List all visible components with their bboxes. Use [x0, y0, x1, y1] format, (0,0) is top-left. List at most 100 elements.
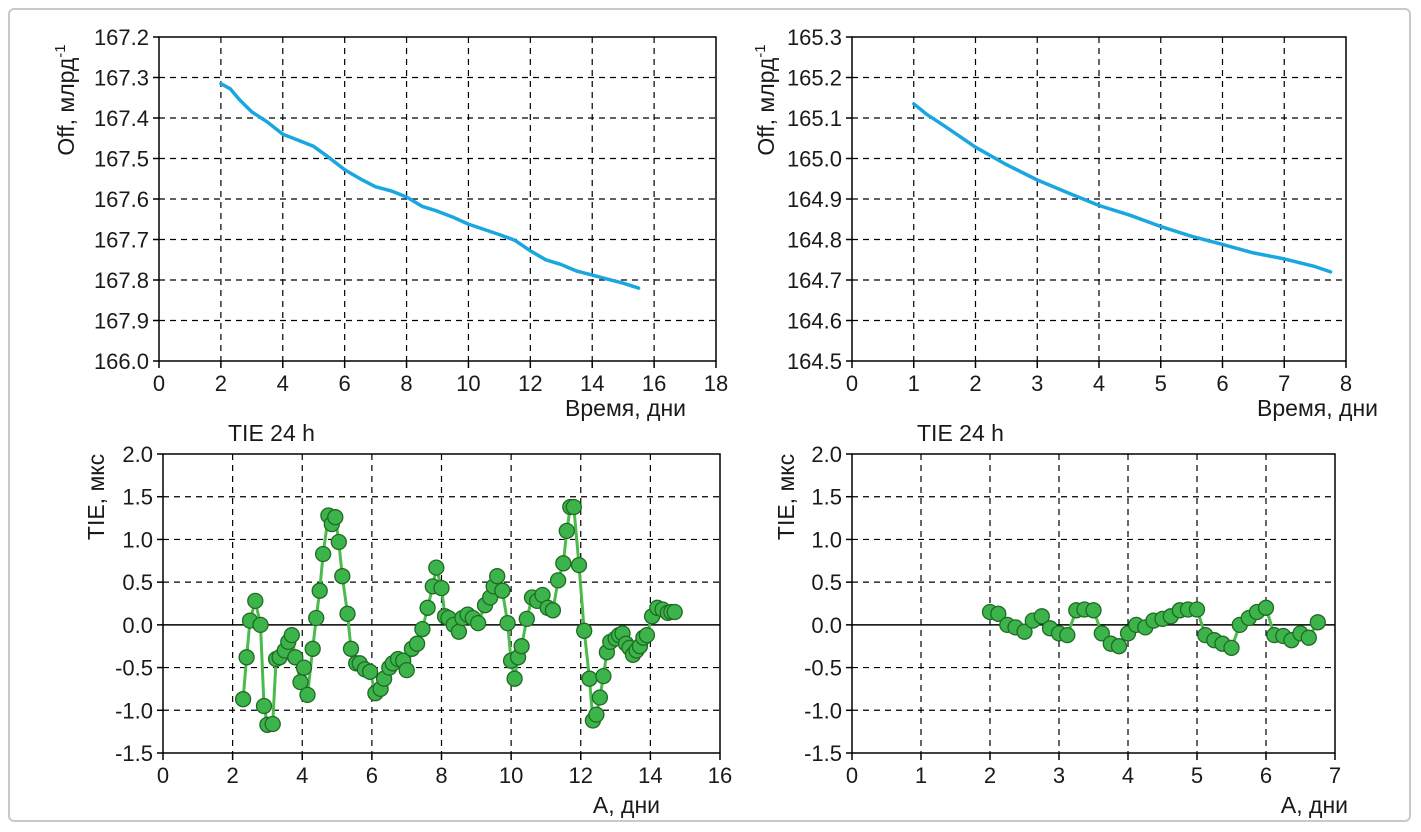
x-tick-label: 3	[1031, 371, 1043, 396]
y-tick-label: -1.0	[804, 698, 842, 723]
data-point	[247, 592, 264, 610]
data-point	[513, 638, 530, 655]
y-tick-label: 167.7	[94, 228, 149, 253]
y-tick-label: -1.0	[115, 698, 153, 723]
chart-title: TIE 24 h	[917, 420, 1004, 446]
y-tick-label: 165.3	[787, 25, 842, 50]
y-tick-label: -1.5	[115, 741, 153, 766]
y-tick-label: 167.6	[94, 187, 149, 212]
data-point	[518, 610, 535, 628]
x-tick-label: 6	[366, 763, 378, 788]
data-point	[238, 649, 255, 666]
y-tick-label: 164.9	[787, 187, 842, 212]
data-point	[1093, 625, 1110, 642]
data-point	[558, 522, 575, 540]
data-point	[499, 614, 516, 632]
y-tick-label: 167.8	[94, 268, 149, 293]
data-point	[252, 616, 269, 634]
y-tick-label: 2.0	[811, 442, 842, 467]
data-point	[1188, 601, 1206, 618]
data-point	[990, 605, 1007, 622]
data-point	[314, 545, 332, 563]
chart-tie-right: 2.0 1.5 1.0 0.5 0.0 -0.5 -1.0 -1.50 1 2 3 4 5 6 7 A, дн…	[773, 420, 1348, 818]
x-tick-label: 8	[1340, 371, 1352, 396]
x-tick-label: 14	[580, 371, 604, 396]
y-axis-title: TIE, мкс	[83, 454, 109, 540]
y-tick-label: 164.6	[787, 309, 842, 334]
y-tick-label: 164.8	[787, 228, 842, 253]
x-tick-label: 4	[296, 763, 308, 788]
x-tick-label: 0	[153, 371, 165, 396]
data-point	[234, 691, 252, 708]
data-point	[544, 602, 562, 619]
data-point	[506, 670, 523, 687]
x-tick-label: 10	[456, 371, 480, 396]
x-tick-label: 6	[1260, 763, 1272, 788]
data-point	[576, 622, 593, 639]
x-tick-label: 12	[569, 763, 593, 788]
x-tick-label: 5	[1191, 763, 1203, 788]
x-tick-label: 3	[1053, 763, 1065, 788]
data-point	[1257, 599, 1275, 616]
data-point	[311, 582, 328, 599]
y-tick-label: 2.0	[122, 442, 153, 467]
x-tick-label: 4	[1093, 371, 1105, 396]
chart-off-right: 165.3 165.2 165.1 165.0 164.9 164.8 164.7 164.6…	[752, 25, 1378, 421]
data-point	[327, 509, 344, 526]
data-point	[308, 609, 325, 627]
y-tick-label: 165.0	[787, 147, 842, 172]
x-axis-title: Время, дни	[1257, 395, 1378, 421]
data-point	[330, 533, 347, 551]
y-tick-label: 164.7	[787, 268, 842, 293]
y-tick-label: -1.5	[804, 741, 842, 766]
data-point	[342, 640, 360, 657]
x-tick-label: 5	[1155, 371, 1167, 396]
data-point	[565, 498, 582, 516]
y-tick-label: 164.5	[787, 349, 842, 374]
data-point	[591, 689, 609, 706]
data-point	[1223, 639, 1240, 657]
chart-off-left: 167.2 167.3 167.4 167.5 167.6 167.7 167.8 167.9…	[52, 25, 728, 421]
data-point	[1300, 629, 1317, 646]
data-point	[255, 697, 273, 715]
y-tick-label: 0.0	[122, 613, 153, 638]
x-axis-title: A, дни	[1281, 792, 1348, 818]
data-point	[1085, 602, 1102, 619]
series-line	[912, 102, 1333, 274]
data-point	[1059, 626, 1076, 644]
y-tick-label: 1.0	[122, 527, 153, 552]
x-tick-label: 16	[708, 763, 732, 788]
x-tick-label: 6	[339, 371, 351, 396]
y-tick-label: 0.5	[122, 570, 153, 595]
data-point	[433, 579, 450, 597]
x-axis-title: A, дни	[593, 792, 660, 818]
chart-title: TIE 24 h	[228, 420, 315, 446]
data-point	[414, 620, 431, 638]
data-point	[666, 603, 683, 621]
y-tick-label: 166.0	[94, 349, 149, 374]
x-tick-label: 6	[1216, 371, 1228, 396]
x-tick-label: 2	[227, 763, 239, 788]
y-axis-title: Off, млрд-1	[752, 44, 779, 155]
data-point	[283, 626, 300, 644]
data-point	[419, 599, 436, 616]
x-axis-title: Время, дни	[565, 395, 686, 421]
series-line	[219, 81, 641, 290]
x-tick-label: 1	[908, 371, 920, 396]
data-point	[1309, 614, 1326, 631]
y-tick-label: 167.5	[94, 147, 149, 172]
x-tick-label: 8	[435, 763, 447, 788]
x-tick-label: 2	[215, 371, 227, 396]
data-point	[549, 572, 567, 589]
data-point	[408, 635, 426, 652]
data-point	[1016, 623, 1033, 640]
x-tick-label: 18	[704, 371, 728, 396]
y-tick-label: 167.3	[94, 66, 149, 91]
data-point	[304, 640, 321, 657]
data-point	[299, 686, 316, 704]
x-tick-label: 14	[638, 763, 662, 788]
data-point	[581, 670, 598, 687]
y-tick-label: 0.5	[811, 570, 842, 595]
x-tick-label: 2	[969, 371, 981, 396]
data-point	[339, 605, 356, 622]
